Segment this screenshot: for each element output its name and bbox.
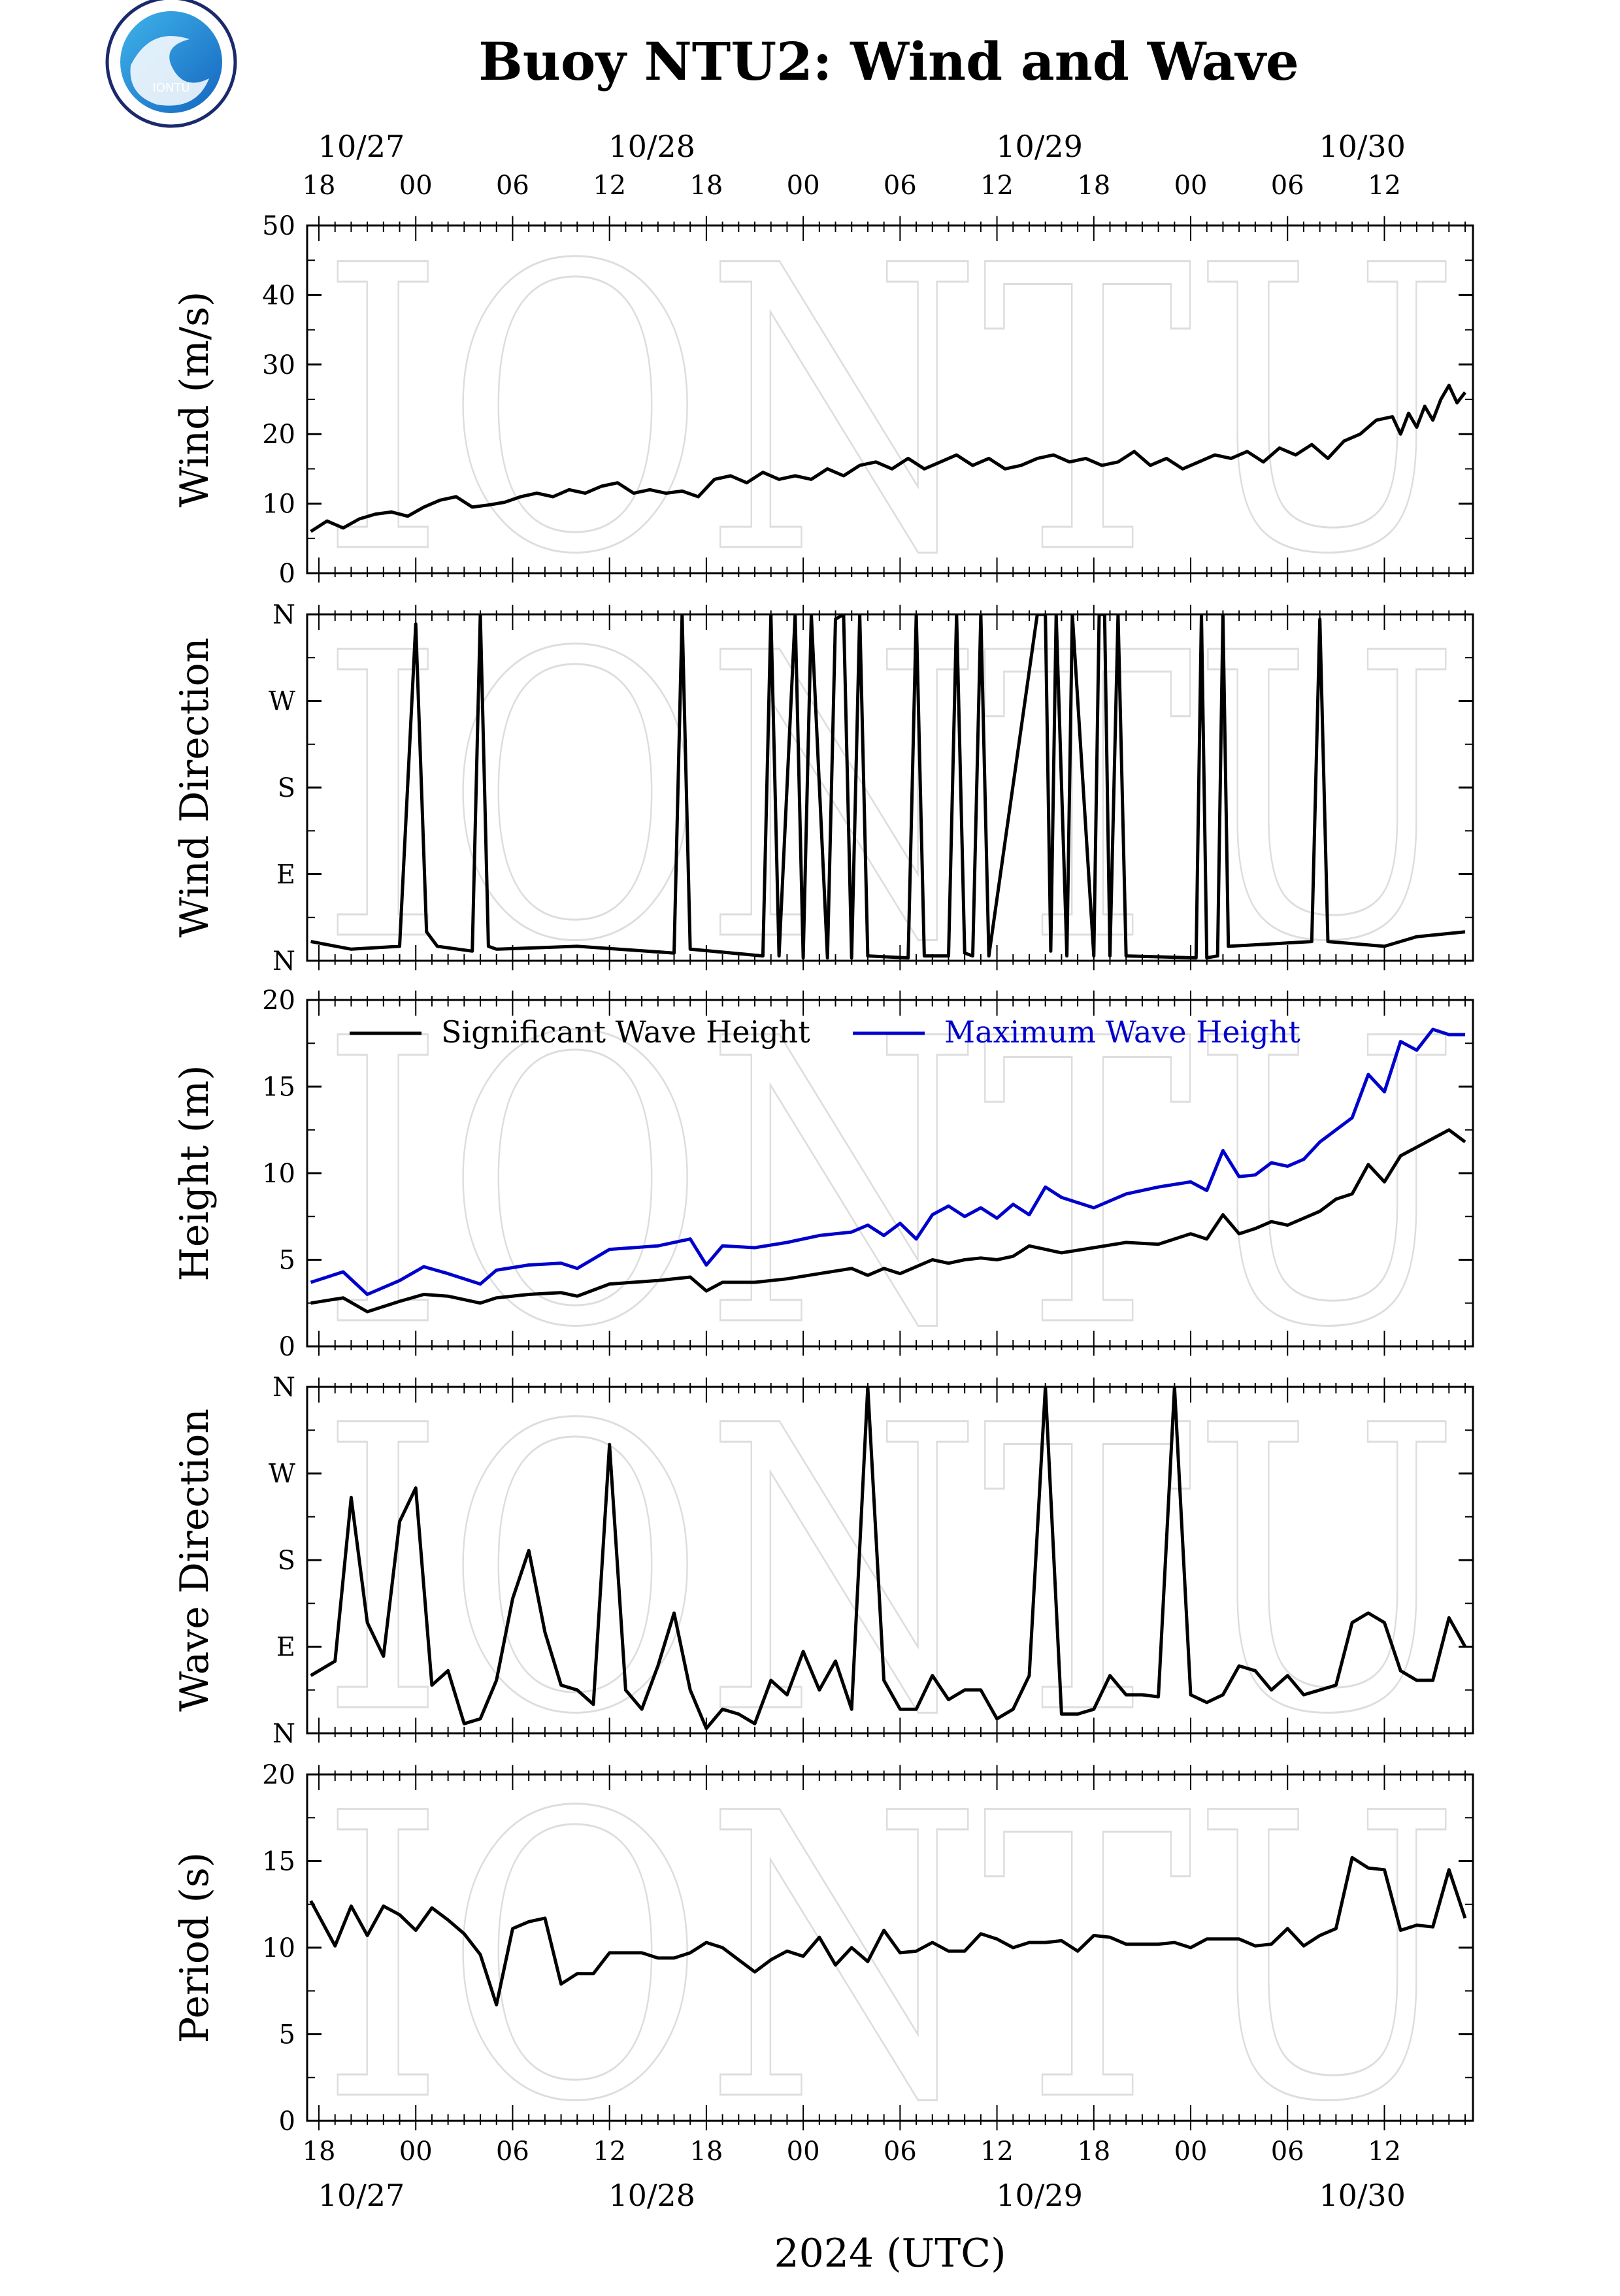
hour-tick-label-bottom: 18	[1077, 2137, 1110, 2167]
panel-4: N E S W N Wave Direction	[172, 1373, 1474, 1749]
hour-tick-label-bottom: 06	[884, 2137, 917, 2167]
y-tick-label: N	[273, 946, 295, 976]
hour-tick-label-bottom: 12	[980, 2137, 1014, 2167]
date-tick-label-top: 10/30	[1319, 129, 1406, 164]
y-tick-label: 40	[262, 280, 295, 310]
y-tick-label: S	[278, 1546, 295, 1576]
hour-tick-label-bottom: 18	[689, 2137, 723, 2167]
logo-text: IONTU	[152, 81, 190, 95]
y-axis-title: Wind (m/s)	[172, 291, 218, 508]
hour-tick-label-top: 18	[303, 171, 336, 201]
y-tick-label: 10	[262, 490, 295, 520]
y-tick-label: E	[276, 860, 295, 890]
hour-tick-label-top: 00	[1174, 171, 1208, 201]
date-tick-label-bottom: 10/29	[996, 2178, 1083, 2213]
date-tick-label-bottom: 10/30	[1319, 2178, 1406, 2213]
panel-1: 0 10 20 30 40 50 Wind (m/s)	[172, 211, 1474, 589]
hour-tick-label-bottom: 00	[399, 2137, 433, 2167]
chart-title: Buoy NTU2: Wind and Wave	[478, 31, 1299, 92]
watermark-text: IONTU	[320, 183, 1460, 640]
legend-entry: Significant Wave Height	[441, 1014, 810, 1050]
y-tick-label: 20	[262, 986, 295, 1016]
y-tick-label: 20	[262, 420, 295, 450]
hour-tick-label-top: 06	[496, 171, 529, 201]
hour-tick-label-bottom: 00	[1174, 2137, 1208, 2167]
y-axis-title: Period (s)	[172, 1852, 218, 2043]
y-tick-label: 5	[279, 2020, 295, 2050]
hour-tick-label-bottom: 00	[787, 2137, 820, 2167]
y-tick-label: 0	[279, 1332, 295, 1362]
y-tick-label: 0	[279, 2106, 295, 2137]
y-tick-label: W	[269, 687, 295, 717]
hour-tick-label-bottom: 18	[303, 2137, 336, 2167]
y-tick-label: E	[276, 1633, 295, 1663]
y-tick-label: N	[273, 600, 295, 630]
y-tick-label: 10	[262, 1933, 295, 1963]
series-line-2-1	[310, 614, 1466, 960]
panel-5: 0 5 10 15 20 Period (s)	[172, 1760, 1474, 2137]
panel-2: N E S W N Wind Direction	[172, 600, 1474, 976]
y-tick-label: N	[273, 1719, 295, 1749]
x-axis-title: 2024 (UTC)	[774, 2231, 1006, 2276]
watermark-text: IONTU	[320, 1731, 1460, 2188]
series-line-maximum-wave-height	[310, 1027, 1465, 1296]
hour-tick-label-top: 12	[593, 171, 626, 201]
series-line-4-1	[310, 1387, 1467, 1731]
hour-tick-label-bottom: 06	[1271, 2137, 1304, 2167]
y-tick-label: 15	[262, 1847, 295, 1877]
hour-tick-label-bottom: 06	[496, 2137, 529, 2167]
hour-tick-label-top: 00	[787, 171, 820, 201]
date-tick-label-bottom: 10/28	[608, 2178, 695, 2213]
y-axis-title: Wind Direction	[172, 637, 218, 937]
series-line-1-1	[310, 384, 1466, 533]
date-tick-label-bottom: 10/27	[318, 2178, 405, 2213]
hour-tick-label-top: 18	[1077, 171, 1110, 201]
hour-tick-label-bottom: 12	[1368, 2137, 1401, 2167]
logo: IONTU	[105, 0, 237, 128]
y-tick-label: 50	[262, 211, 295, 241]
legend-entry: Maximum Wave Height	[944, 1014, 1300, 1050]
hour-tick-label-bottom: 12	[593, 2137, 626, 2167]
hour-tick-label-top: 12	[980, 171, 1014, 201]
time-axis: 18 18 00 00 06 06 12 12 18 18 00 00 06 06 12 12 18 18 00 00…	[303, 129, 1406, 2213]
y-tick-label: 20	[262, 1760, 295, 1790]
legend: Significant Wave Height Maximum Wave Heig…	[350, 1014, 1300, 1050]
series-line-significant-wave-height	[310, 1128, 1466, 1314]
watermark-text: IONTU	[320, 571, 1460, 1027]
y-axis-title: Height (m)	[172, 1065, 218, 1282]
y-tick-label: 5	[279, 1246, 295, 1276]
hour-tick-label-top: 18	[689, 171, 723, 201]
y-tick-label: 30	[262, 350, 295, 380]
y-tick-label: W	[269, 1459, 295, 1489]
date-tick-label-top: 10/27	[318, 129, 405, 164]
y-tick-label: N	[273, 1373, 295, 1403]
hour-tick-label-top: 06	[1271, 171, 1304, 201]
logo-wave-icon	[130, 36, 209, 106]
hour-tick-label-top: 06	[884, 171, 917, 201]
hour-tick-label-top: 12	[1368, 171, 1401, 201]
y-tick-label: 10	[262, 1159, 295, 1189]
y-tick-label: S	[278, 773, 295, 803]
date-tick-label-top: 10/28	[608, 129, 695, 164]
y-axis-title: Wave Direction	[172, 1408, 218, 1712]
panel-3: 0 5 10 15 20 Height (m) Significant Wave Heigh…	[172, 986, 1474, 1362]
date-tick-label-top: 10/29	[996, 129, 1083, 164]
y-tick-label: 0	[279, 559, 295, 589]
y-tick-label: 15	[262, 1073, 295, 1103]
watermark-text: IONTU	[320, 1343, 1460, 1800]
hour-tick-label-top: 00	[399, 171, 433, 201]
series-line-5-1	[309, 1855, 1467, 2006]
